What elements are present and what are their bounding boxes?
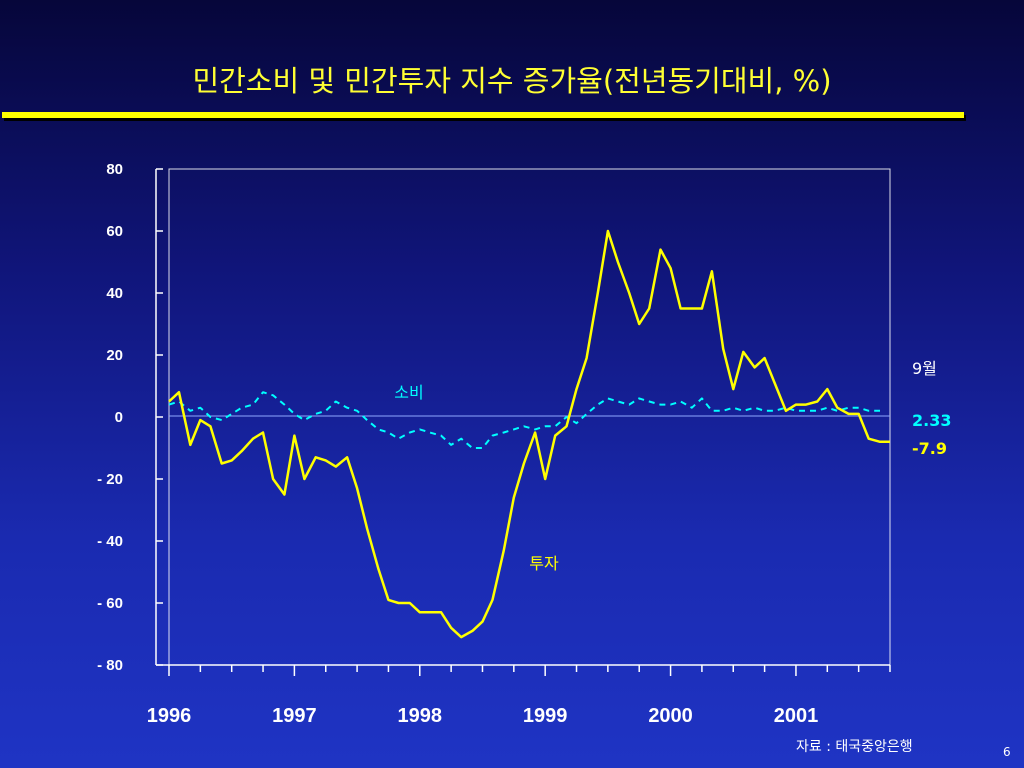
x-tick-label: 1999: [523, 705, 568, 727]
value-investment-last: -7.9: [912, 439, 947, 458]
y-tick-label: 40: [106, 285, 123, 302]
y-tick-label: - 80: [97, 657, 123, 674]
x-tick-label: 1998: [398, 705, 443, 727]
y-tick-label: 0: [115, 409, 123, 426]
y-tick-label: - 60: [97, 595, 123, 612]
value-consumption-last: 2.33: [912, 411, 951, 430]
title-underline: [2, 112, 964, 118]
x-tick-label: 1996: [147, 705, 192, 727]
y-tick-label: 60: [106, 223, 123, 240]
page-number: 6: [1003, 745, 1011, 759]
source-note: 자료 : 태국중앙은행: [796, 739, 913, 755]
label-month: 9월: [912, 359, 937, 378]
x-tick-label: 2000: [648, 705, 693, 727]
label-consumption: 소비: [394, 383, 423, 402]
series-line-consumption: [168, 391, 880, 449]
x-tick-label: 1997: [272, 705, 317, 727]
x-tick-label: 2001: [774, 705, 819, 727]
y-tick-label: - 40: [97, 533, 123, 550]
y-tick-label: 80: [106, 161, 123, 178]
plot-area: [168, 168, 891, 666]
y-tick-label: 20: [106, 347, 123, 364]
label-investment: 투자: [529, 554, 559, 573]
slide-title: 민간소비 및 민간투자 지수 증가율(전년동기대비, %): [192, 64, 832, 98]
y-tick-label: - 20: [97, 471, 123, 488]
series-line-investment: [168, 229, 890, 639]
